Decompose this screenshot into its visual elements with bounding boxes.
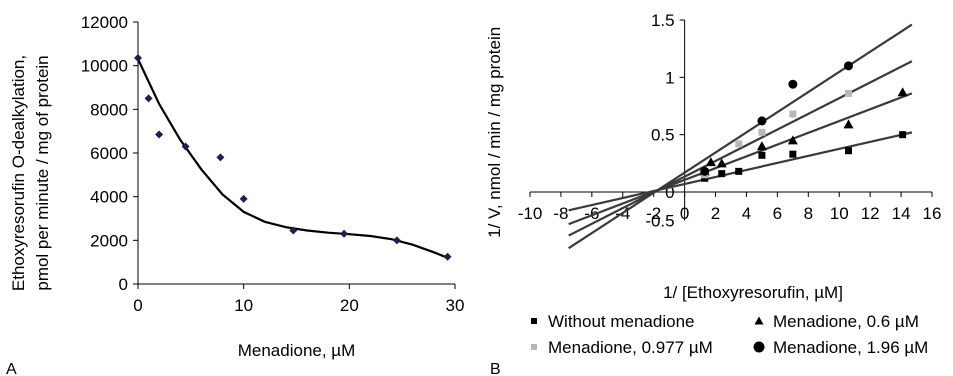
series-line-1 (568, 92, 913, 226)
legend-marker (531, 318, 537, 324)
y-tick-label: 4000 (90, 188, 128, 207)
x-tick-label: -6 (584, 204, 599, 223)
y-tick-label: 1.5 (651, 11, 675, 30)
data-point (756, 141, 767, 151)
y-tick-label: 12000 (81, 13, 128, 32)
y-tick-label: 6000 (90, 144, 128, 163)
y-tick-label: 2000 (90, 231, 128, 250)
x-tick-label: -8 (553, 204, 568, 223)
legend-label: Without menadione (548, 312, 694, 331)
y-axis-label-line-1: Ethoxyresorufin O-dealkylation, (9, 55, 28, 291)
x-tick-label: 16 (923, 204, 942, 223)
data-point (700, 166, 710, 176)
data-point (735, 140, 743, 148)
x-tick-label: 20 (340, 296, 359, 315)
series-line-2 (568, 60, 913, 237)
data-point (758, 151, 766, 159)
data-point (758, 128, 766, 136)
x-tick-label: -2 (646, 204, 661, 223)
panel-label-b: B (490, 361, 501, 376)
data-point (844, 61, 854, 71)
data-point (716, 158, 727, 168)
data-point (216, 153, 225, 162)
data-point (757, 116, 767, 126)
y-tick-label: -0.5 (645, 212, 674, 231)
legend-marker (753, 341, 765, 353)
data-point (289, 226, 298, 235)
data-point (718, 170, 726, 178)
x-tick-label: -10 (518, 204, 543, 223)
y-tick-label: 0.5 (651, 126, 675, 145)
data-point (443, 252, 452, 261)
data-point (899, 131, 907, 139)
x-axis-label: Menadione, µM (238, 341, 356, 360)
x-tick-label: 10 (830, 204, 849, 223)
x-tick-label: 8 (804, 204, 813, 223)
legend-marker (531, 344, 537, 350)
data-point (705, 157, 716, 167)
data-point (789, 110, 797, 118)
y-axis-label-line-2: pmol per minute / mg of protein (33, 55, 52, 290)
panel-label-a: A (6, 361, 17, 376)
x-tick-label: 10 (234, 296, 253, 315)
data-point (239, 194, 248, 203)
y-tick-label: 0 (119, 275, 128, 294)
data-point (845, 147, 853, 155)
data-point (155, 130, 164, 139)
legend-label: Menadione, 0.977 µM (548, 338, 713, 357)
data-point (340, 229, 349, 238)
x-tick-label: 2 (711, 204, 720, 223)
x-tick-label: 0 (680, 204, 689, 223)
y-tick-label: 0 (665, 183, 674, 202)
data-point (787, 135, 798, 145)
legend-marker (754, 316, 764, 325)
y-tick-label: 8000 (90, 100, 128, 119)
data-point (735, 167, 743, 175)
data-point (134, 54, 142, 63)
trend-line (137, 58, 449, 259)
data-point (788, 79, 798, 89)
x-tick-label: 14 (892, 204, 911, 223)
legend-label: Menadione, 1.96 µM (773, 338, 928, 357)
x-tick-label: 30 (446, 296, 465, 315)
y-tick-label: 1 (665, 68, 674, 87)
y-axis-label: 1/ V, nmol / min / mg protein (485, 27, 504, 238)
x-axis-label: 1/ [Ethoxyresorufin, µM] (663, 283, 843, 302)
data-point (392, 236, 401, 245)
chart-a: 0 2000 4000 6000 8000 10000 12000 0 10 20 30 Menadi… (6, 13, 465, 376)
x-tick-label: 4 (742, 204, 751, 223)
data-point (897, 87, 908, 97)
x-tick-label: 6 (773, 204, 782, 223)
x-tick-label: 12 (861, 204, 880, 223)
x-tick-label: 0 (133, 296, 142, 315)
data-point (181, 142, 190, 151)
data-point (789, 150, 797, 158)
legend-label: Menadione, 0.6 µM (773, 312, 919, 331)
data-point (845, 89, 853, 97)
series-line-3 (568, 23, 913, 250)
y-tick-label: 10000 (81, 57, 128, 76)
data-point (843, 119, 854, 129)
data-point (144, 94, 153, 103)
